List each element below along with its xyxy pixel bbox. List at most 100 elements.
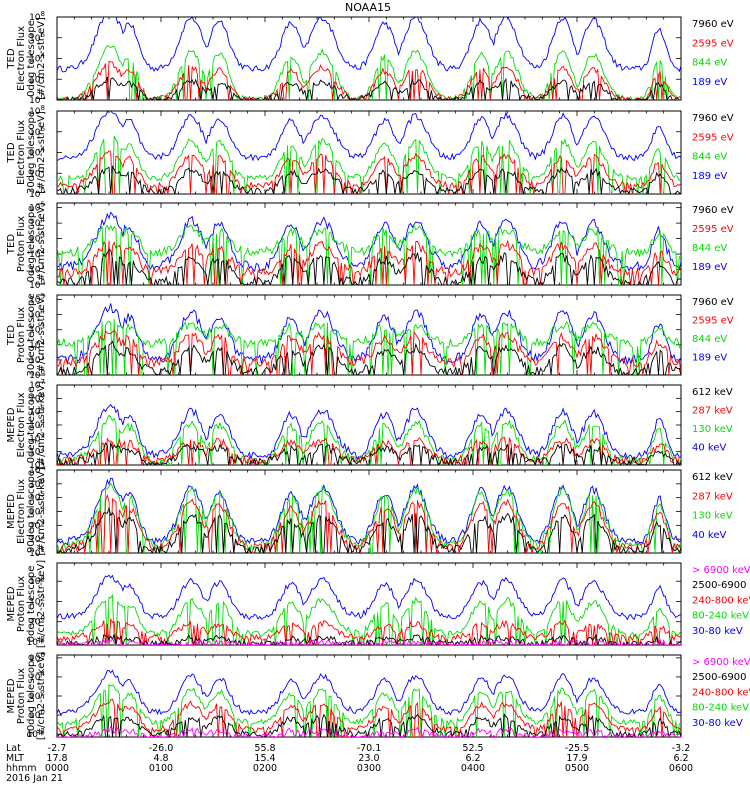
y-axis-label-line: MEPED (6, 494, 17, 529)
legend-entry: 80-240 keV (692, 703, 749, 714)
series-black (57, 76, 681, 100)
y-axis-label-line: MEPED (6, 407, 17, 442)
y-axis-label-line: 30deg telescope (26, 111, 37, 194)
series-traces (57, 303, 681, 375)
footer-lat: -3.2 (672, 743, 691, 754)
panel-frame (56, 110, 682, 195)
footer-lat: -26.0 (149, 743, 174, 754)
footer-mlt: 4.8 (153, 753, 168, 764)
legend-entry: 189 eV (692, 171, 727, 182)
series-blue (57, 403, 681, 460)
y-axis-label-line: 30deg telescope (26, 293, 37, 376)
legend-entry: 287 keV (692, 406, 733, 417)
footer-mlt: 6.2 (673, 753, 688, 764)
y-axis-label-line: TED (6, 234, 17, 255)
legend-entry: 40 keV (692, 530, 726, 541)
y-axis-label-line: [#/cm2-s-str-keV] (36, 560, 47, 648)
y-axis-label: TED Electron Flux 0deg telescope [#/cm2-s-s… (6, 17, 47, 100)
legend-entry: 7960 eV (692, 19, 734, 30)
legend-entry: 287 keV (692, 491, 733, 502)
footer-hhmm: 0400 (461, 763, 485, 774)
y-axis-label-line: [#/cm2-s-str-eV] (36, 111, 47, 194)
footer-lat: -25.5 (565, 743, 590, 754)
legend-entry: 844 eV (692, 334, 727, 345)
footer-lat: -70.1 (357, 743, 382, 754)
series-traces (57, 17, 681, 100)
y-axis-label: MEPED Proton Flux 0deg telescope [#/cm2-s-s… (6, 560, 47, 648)
y-axis-label: TED Electron Flux 30deg telescope [#/cm2-s-… (6, 111, 47, 194)
series-traces (57, 574, 681, 645)
series-black (57, 248, 681, 285)
series-blue (57, 17, 681, 73)
y-axis-label-line: TED (6, 325, 17, 346)
series-black (57, 442, 681, 465)
series-green (57, 414, 681, 465)
series-green (57, 318, 681, 375)
y-axis-label-line: Proton Flux (16, 216, 27, 272)
y-axis-label-line: [#/cm2-s-str-eV] (36, 203, 47, 286)
footer-lat: 55.8 (254, 743, 275, 754)
panel-frame (56, 294, 682, 376)
y-axis-label-line: Electron Flux (16, 26, 27, 91)
y-axis-label-line: 90deg telescope (26, 470, 37, 553)
y-axis-label-line: TED (6, 142, 17, 163)
series-red (57, 698, 681, 737)
legend-entry: 2595 eV (692, 132, 734, 143)
y-axis-label-line: 0deg telescope (26, 206, 37, 283)
series-traces (57, 669, 681, 737)
series-blue (57, 574, 681, 621)
footer-lat: 52.5 (462, 743, 483, 754)
footer-row-label: MLT (6, 753, 24, 764)
y-axis-label-line: Electron Flux (16, 120, 27, 185)
footer-lat: -2.7 (48, 743, 67, 754)
legend-entry: 7960 eV (692, 297, 734, 308)
series-green (57, 45, 681, 100)
series-red (57, 493, 681, 553)
footer-hhmm: 0300 (357, 763, 381, 774)
series-magenta (57, 725, 681, 737)
series-traces (57, 111, 681, 194)
legend-entry: > 6900 keV (692, 657, 750, 668)
y-axis-label-line: Electron Flux (16, 392, 27, 457)
legend-entry: 40 keV (692, 443, 726, 454)
y-axis-label: MEPED Electron Flux 0deg telescope [#/cm2-s… (6, 381, 47, 469)
legend-entry: 612 keV (692, 472, 733, 483)
legend-entry: 2595 eV (692, 316, 734, 327)
legend-entry: 240-800 keV (692, 687, 750, 698)
series-traces (57, 211, 681, 285)
series-green (57, 135, 681, 194)
panel-frame (56, 202, 682, 286)
y-axis-label-line: [#/cm2-s-str-keV] (36, 652, 47, 740)
series-blue (57, 303, 681, 365)
footer-row-label: hhmm (6, 763, 37, 774)
y-axis-label-line: [#/cm2-s-str-eV] (36, 17, 47, 100)
y-axis-label-line: Proton Flux (16, 307, 27, 363)
series-traces (57, 477, 681, 553)
series-blue (57, 669, 681, 716)
series-black (57, 340, 681, 375)
legend-entry: 240-800 keV (692, 595, 750, 606)
legend-entry: 80-240 keV (692, 611, 749, 622)
legend-entry: 189 eV (692, 353, 727, 364)
y-axis-label-line: 0deg telescope (26, 20, 37, 97)
footer-row-label: 2016 Jan 21 (6, 773, 63, 784)
series-green (57, 482, 681, 553)
y-axis-label-line: 0deg telescope (26, 387, 37, 464)
legend-entry: 2500-6900 (692, 672, 747, 683)
footer-mlt: 23.0 (358, 753, 379, 764)
series-green (57, 593, 681, 645)
footer-hhmm: 0000 (45, 763, 69, 774)
legend-entry: 844 eV (692, 243, 727, 254)
series-black (57, 506, 681, 553)
y-axis-label: TED Proton Flux 30deg telescope [#/cm2-s-st… (6, 293, 47, 376)
legend-entry: 30-80 keV (692, 718, 743, 729)
